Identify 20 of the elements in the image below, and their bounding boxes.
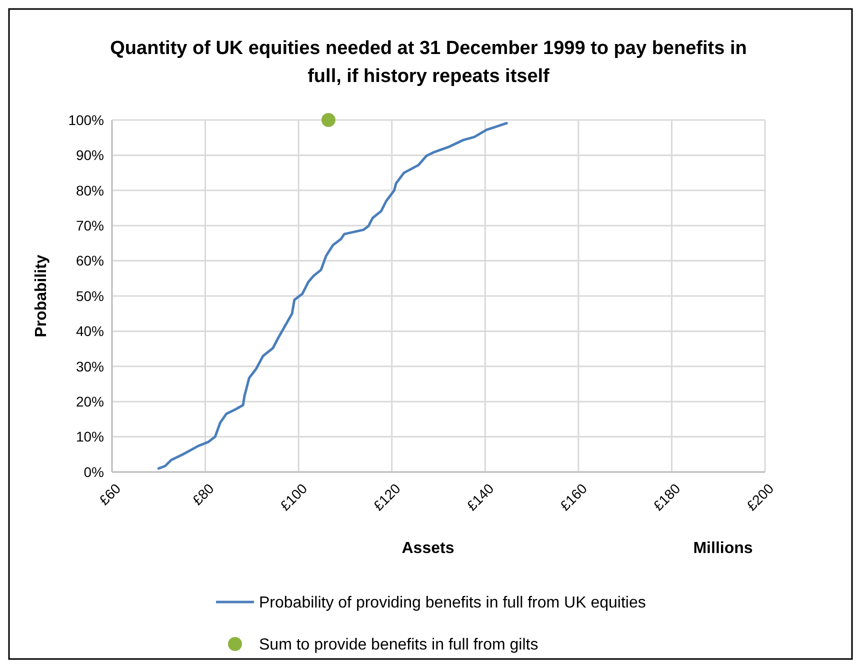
y-tick-label: 50% bbox=[76, 288, 104, 304]
y-tick-label: 70% bbox=[76, 218, 104, 234]
chart-title: Quantity of UK equities needed at 31 December 1999 to pay benefits in full, if history repeats itself bbox=[110, 38, 747, 87]
y-tick-label: 10% bbox=[76, 428, 104, 445]
y-tick-label: 0% bbox=[84, 464, 104, 480]
y-tick-label: 90% bbox=[76, 147, 104, 164]
x-tick-label: £60 bbox=[96, 480, 124, 508]
legend-label: Probability of providing benefits in full from UK equities bbox=[259, 594, 646, 612]
y-tick-label: 60% bbox=[76, 252, 104, 269]
y-tick-label: 40% bbox=[76, 323, 104, 340]
line-series bbox=[157, 122, 508, 470]
legend-label: Sum to provide benefits in full from gilts bbox=[259, 636, 538, 654]
y-axis-title: Probability bbox=[33, 254, 50, 338]
x-axis-title: Assets bbox=[402, 540, 454, 557]
y-tick-label: 20% bbox=[76, 394, 104, 410]
text: Millions bbox=[693, 540, 753, 557]
y-tick-label: 80% bbox=[76, 182, 104, 198]
y-tick-label: 30% bbox=[76, 358, 104, 374]
x-tick-label: £80 bbox=[189, 480, 218, 508]
y-tick-label: 100% bbox=[68, 112, 104, 128]
